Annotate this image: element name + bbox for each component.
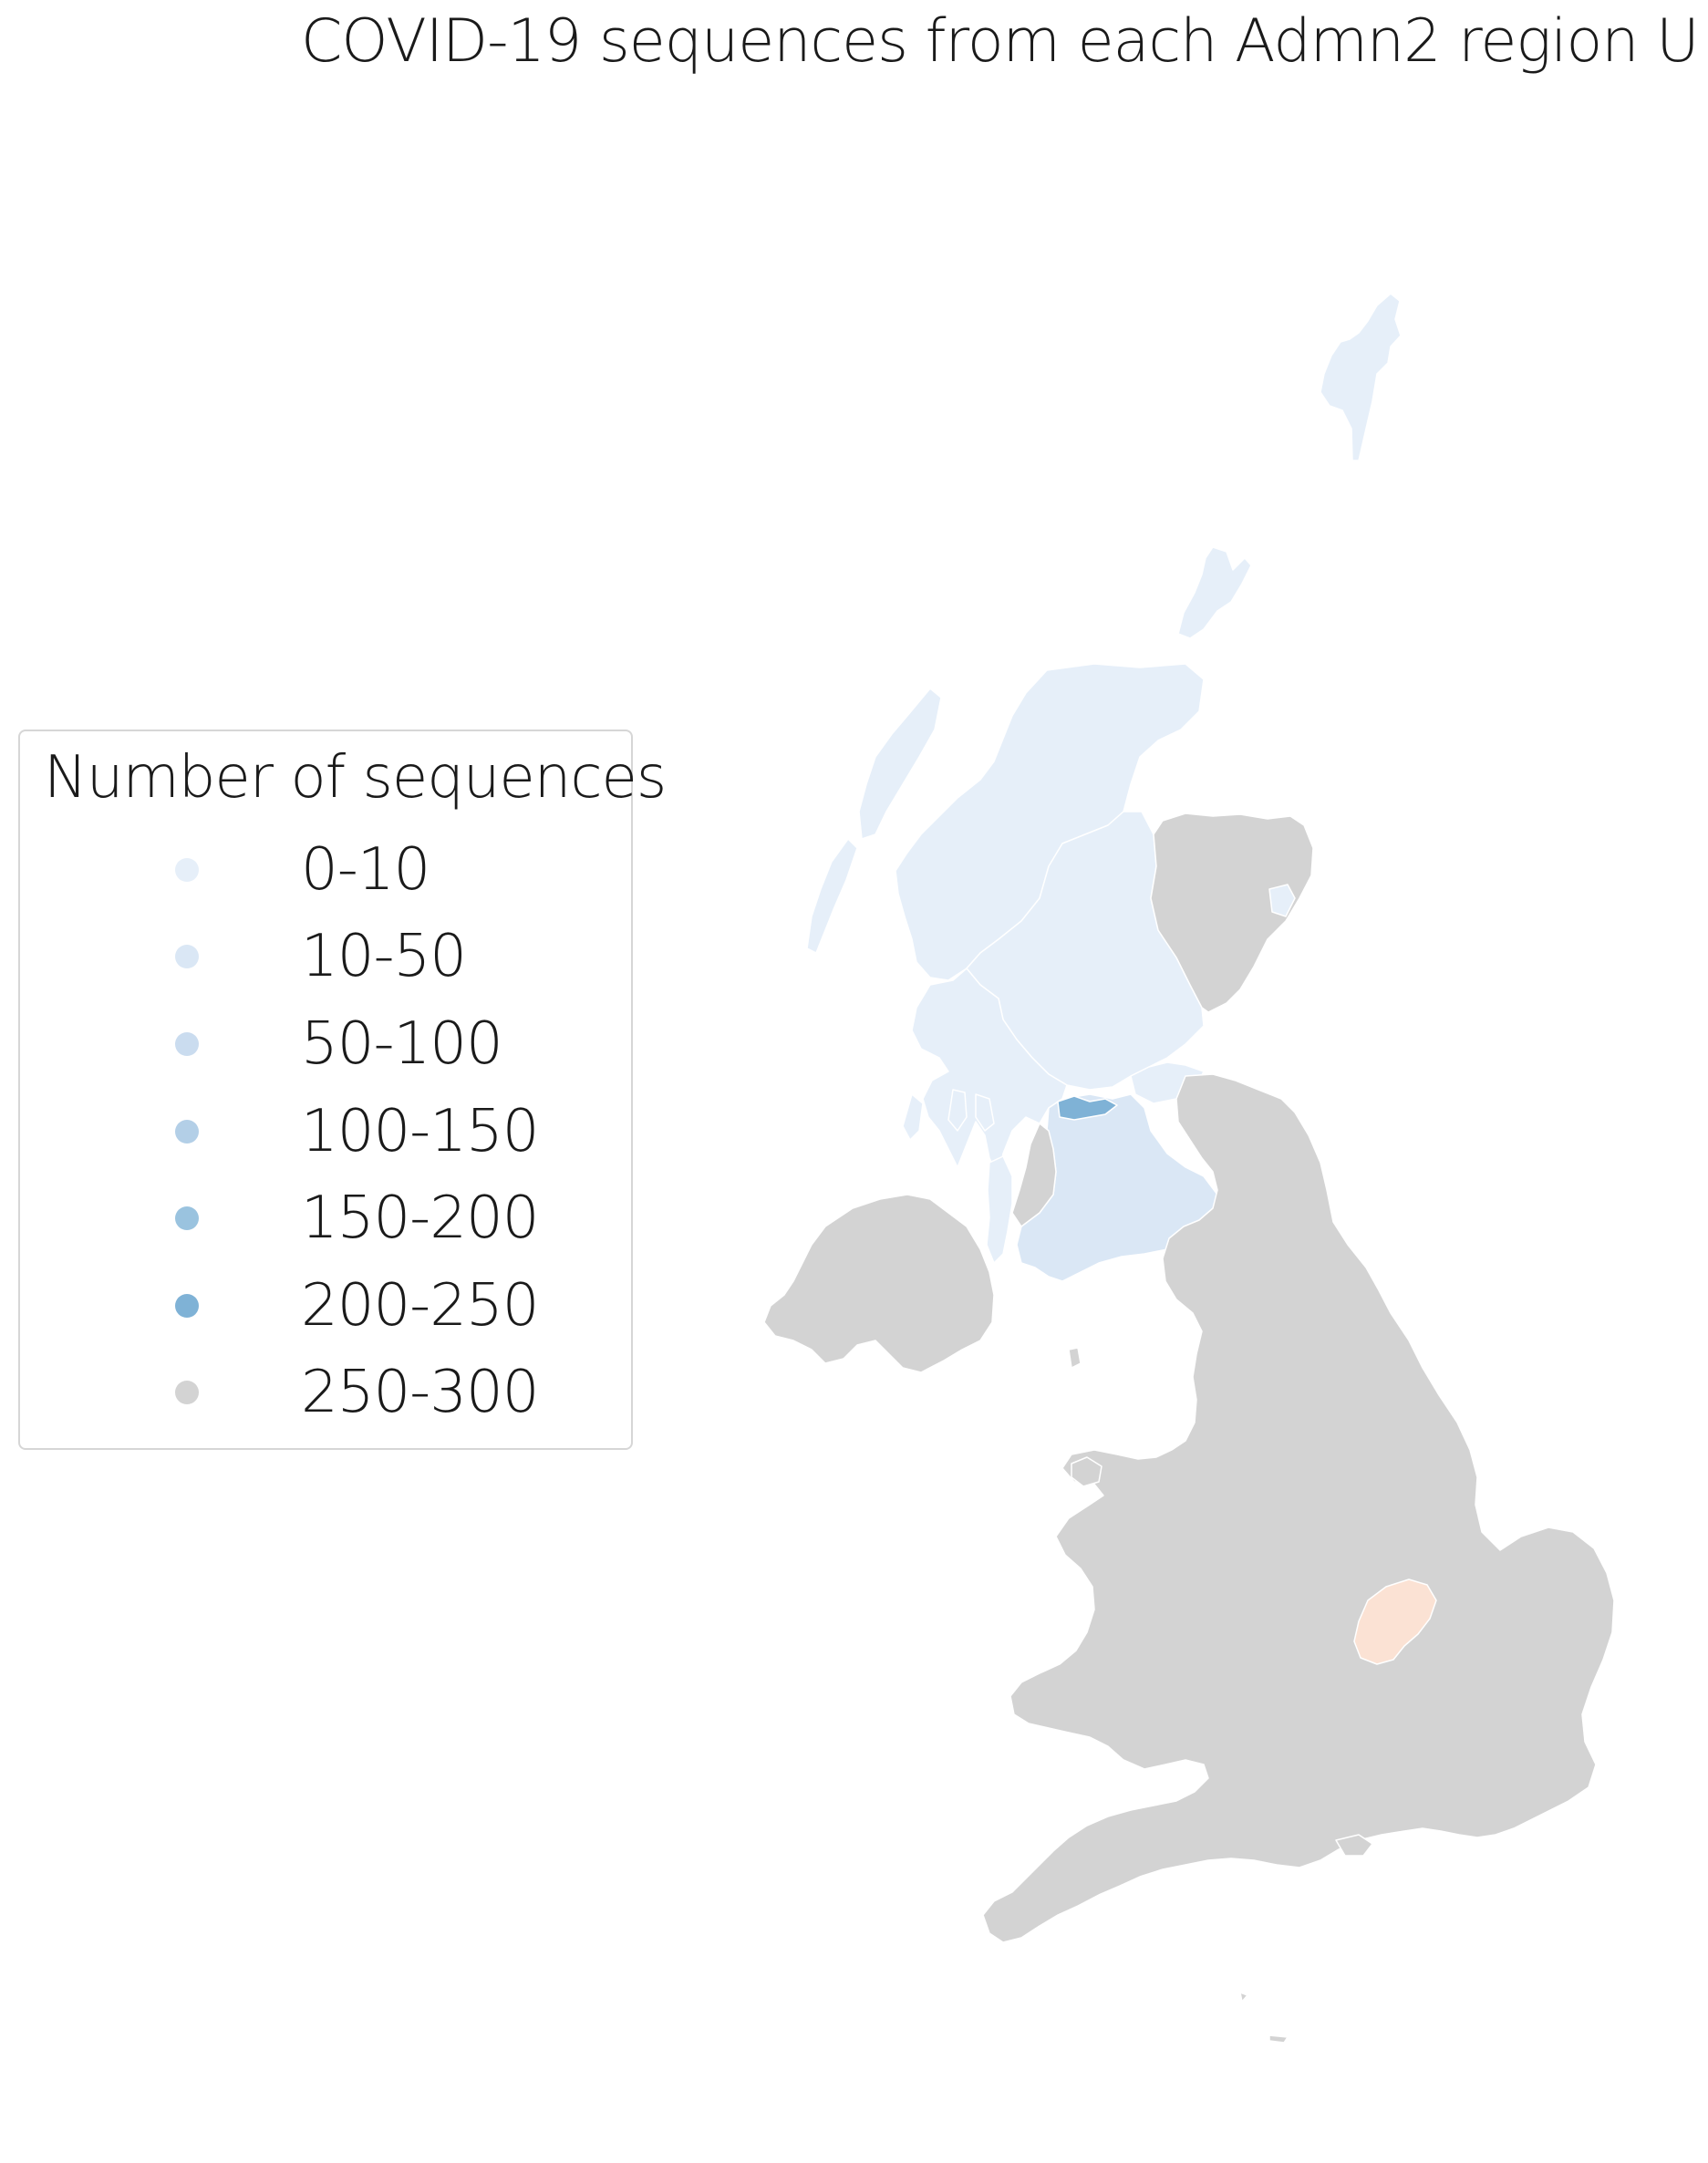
region-ayrshire — [1011, 1123, 1057, 1227]
legend-label: 100-150 — [301, 1098, 539, 1165]
legend-swatch — [175, 1120, 199, 1144]
legend-item: 50-100 — [20, 1009, 631, 1082]
legend: Number of sequences 0-10 10-50 50-100 10… — [18, 730, 667, 1450]
legend-label: 200-250 — [301, 1272, 539, 1340]
legend-swatch — [175, 858, 199, 882]
region-aberdeen-city — [1268, 884, 1296, 917]
region-kintyre — [947, 1089, 1013, 1264]
legend-swatch — [175, 945, 199, 968]
region-aberdeenshire — [1150, 812, 1314, 1013]
region-northern-ireland — [763, 1194, 995, 1373]
region-england — [982, 1073, 1615, 1943]
region-orkney — [1177, 546, 1252, 639]
region-shetland — [1320, 293, 1402, 461]
legend-label: 150-200 — [301, 1185, 539, 1252]
region-glasgow — [1057, 1095, 1118, 1121]
region-anglesey — [1071, 1456, 1102, 1487]
region-western-isles — [806, 688, 942, 954]
legend-item: 0-10 — [20, 834, 631, 907]
legend-item: 10-50 — [20, 921, 631, 994]
legend-swatch — [175, 1206, 199, 1230]
legend-swatch — [175, 1032, 199, 1056]
region-northamptonshire — [1353, 1578, 1437, 1665]
region-isle-of-wight — [1335, 1834, 1373, 1857]
region-isle-of-man — [1068, 1347, 1082, 1369]
legend-label: 10-50 — [301, 923, 467, 990]
legend-item: 200-250 — [20, 1270, 631, 1343]
map-title: COVID-19 sequences from each Admn2 regio… — [301, 7, 1708, 76]
legend-item: 100-150 — [20, 1096, 631, 1169]
legend-item: 150-200 — [20, 1183, 631, 1256]
legend-swatch — [175, 1381, 199, 1404]
legend-item: 250-300 — [20, 1357, 631, 1430]
legend-swatch — [175, 1294, 199, 1318]
legend-label: 50-100 — [301, 1010, 503, 1078]
region-channel-islands — [1239, 1992, 1289, 2044]
legend-title: Number of sequences — [44, 744, 667, 812]
legend-label: 250-300 — [301, 1359, 539, 1426]
legend-label: 0-10 — [301, 836, 430, 904]
